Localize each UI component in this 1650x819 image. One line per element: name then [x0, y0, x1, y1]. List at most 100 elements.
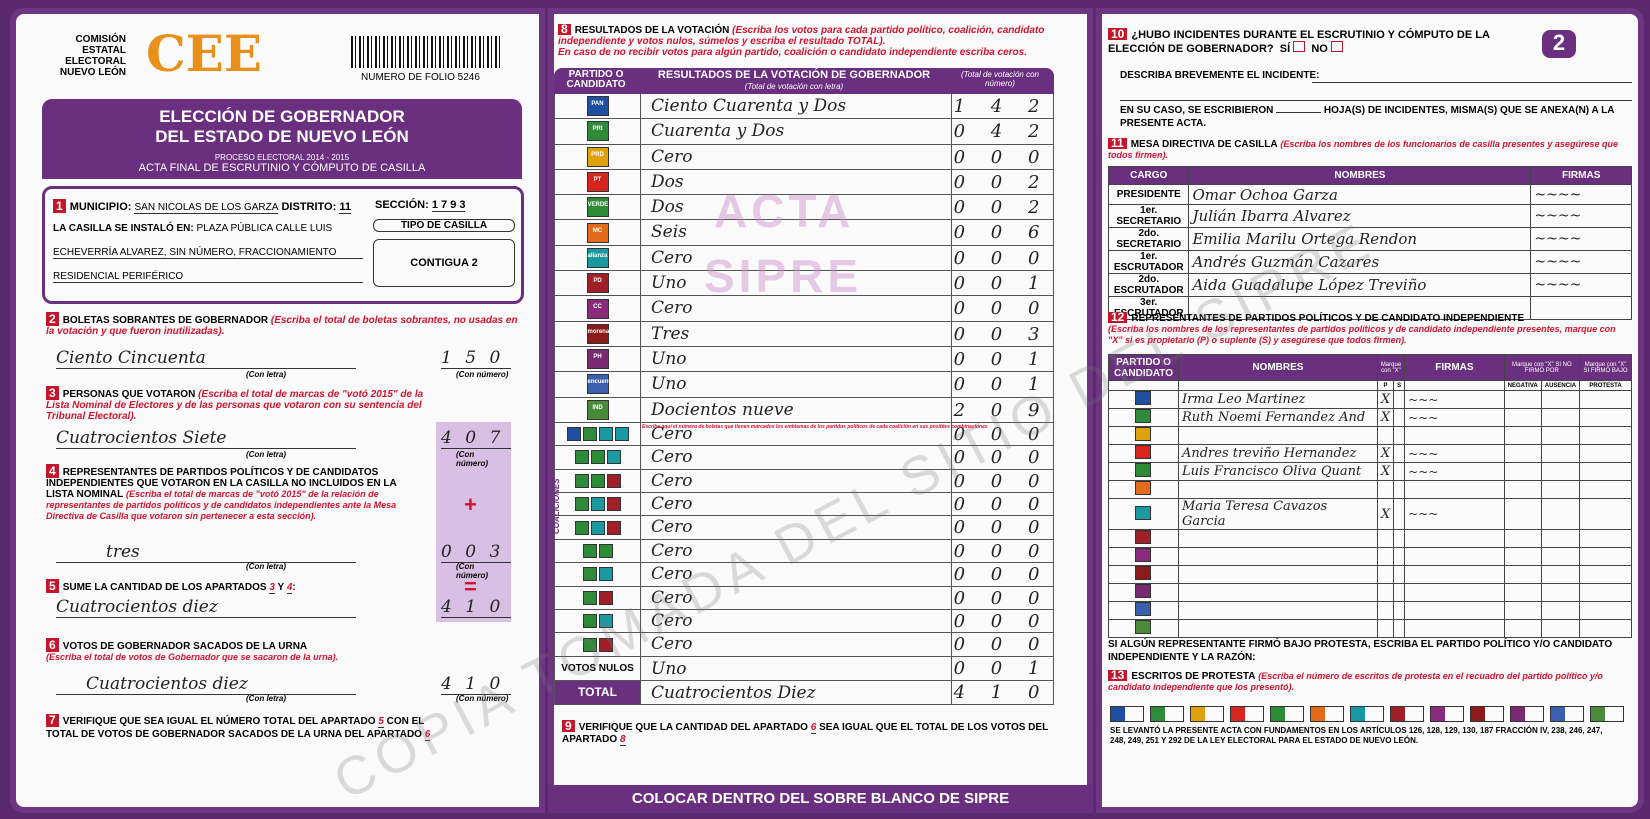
propietario-mark[interactable]	[1376, 529, 1395, 548]
signature-field[interactable]: ~~~~	[1530, 204, 1632, 228]
suplente-mark[interactable]	[1393, 426, 1406, 445]
ausencia-mark[interactable]	[1540, 547, 1581, 566]
protesta-mark[interactable]	[1579, 601, 1632, 620]
suplente-mark[interactable]	[1393, 547, 1406, 566]
protesta-mark[interactable]	[1579, 547, 1632, 566]
negativa-mark[interactable]	[1503, 462, 1542, 481]
protesta-mark[interactable]	[1579, 462, 1632, 481]
signature-field[interactable]	[1530, 296, 1632, 320]
suplente-mark[interactable]	[1393, 480, 1406, 499]
propietario-mark[interactable]	[1376, 426, 1395, 445]
protesta-mark[interactable]	[1579, 583, 1632, 602]
negativa-mark[interactable]	[1503, 547, 1542, 566]
protest-box[interactable]	[1550, 706, 1584, 722]
negativa-mark[interactable]	[1503, 426, 1542, 445]
ausencia-mark[interactable]	[1540, 390, 1581, 409]
propietario-mark[interactable]	[1376, 601, 1395, 620]
propietario-mark[interactable]	[1376, 565, 1395, 584]
suplente-mark[interactable]	[1393, 529, 1406, 548]
negativa-mark[interactable]	[1503, 529, 1542, 548]
signature-field[interactable]	[1404, 565, 1505, 584]
suplente-mark[interactable]	[1393, 498, 1406, 530]
protest-box[interactable]	[1150, 706, 1184, 722]
signature-field[interactable]: ~~~~	[1530, 250, 1632, 274]
protesta-mark[interactable]	[1579, 390, 1632, 409]
protesta-mark[interactable]	[1579, 444, 1632, 463]
protesta-mark[interactable]	[1579, 480, 1632, 499]
signature-field[interactable]	[1404, 583, 1505, 602]
suplente-mark[interactable]	[1393, 462, 1406, 481]
negativa-mark[interactable]	[1503, 601, 1542, 620]
describe-line-2[interactable]	[1120, 100, 1632, 101]
protest-box[interactable]	[1590, 706, 1624, 722]
no-checkbox[interactable]	[1330, 41, 1343, 52]
hojas-field[interactable]	[1276, 112, 1322, 113]
ausencia-mark[interactable]	[1540, 601, 1581, 620]
protesta-mark[interactable]	[1579, 498, 1632, 530]
propietario-mark[interactable]	[1376, 619, 1395, 638]
signature-field[interactable]: ~~~	[1404, 498, 1505, 530]
protest-box[interactable]	[1390, 706, 1424, 722]
suplente-mark[interactable]	[1393, 408, 1406, 427]
propietario-mark[interactable]: X	[1376, 408, 1395, 427]
negativa-mark[interactable]	[1503, 498, 1542, 530]
signature-field[interactable]	[1404, 601, 1505, 620]
ausencia-mark[interactable]	[1540, 444, 1581, 463]
protest-box[interactable]	[1430, 706, 1464, 722]
negativa-mark[interactable]	[1503, 583, 1542, 602]
propietario-mark[interactable]: X	[1376, 444, 1395, 463]
ausencia-mark[interactable]	[1540, 480, 1581, 499]
propietario-mark[interactable]	[1376, 547, 1395, 566]
protesta-mark[interactable]	[1579, 408, 1632, 427]
signature-field[interactable]: ~~~~	[1530, 184, 1632, 205]
signature-field[interactable]: ~~~~	[1530, 227, 1632, 251]
propietario-mark[interactable]: X	[1376, 390, 1395, 409]
ausencia-mark[interactable]	[1540, 426, 1581, 445]
signature-field[interactable]: ~~~	[1404, 408, 1505, 427]
propietario-mark[interactable]	[1376, 583, 1395, 602]
negativa-mark[interactable]	[1503, 408, 1542, 427]
negativa-mark[interactable]	[1503, 619, 1542, 638]
signature-field[interactable]: ~~~	[1404, 462, 1505, 481]
signature-field[interactable]: ~~~	[1404, 444, 1505, 463]
protest-box[interactable]	[1510, 706, 1544, 722]
negativa-mark[interactable]	[1503, 390, 1542, 409]
protest-box[interactable]	[1270, 706, 1304, 722]
protest-box[interactable]	[1230, 706, 1264, 722]
ausencia-mark[interactable]	[1540, 619, 1581, 638]
suplente-mark[interactable]	[1393, 444, 1406, 463]
protest-box[interactable]	[1190, 706, 1224, 722]
protesta-mark[interactable]	[1579, 619, 1632, 638]
ausencia-mark[interactable]	[1540, 529, 1581, 548]
protest-box[interactable]	[1350, 706, 1384, 722]
protest-box[interactable]	[1310, 706, 1344, 722]
negativa-mark[interactable]	[1503, 480, 1542, 499]
protesta-mark[interactable]	[1579, 565, 1632, 584]
negativa-mark[interactable]	[1503, 444, 1542, 463]
signature-field[interactable]	[1404, 529, 1505, 548]
signature-field[interactable]	[1404, 619, 1505, 638]
suplente-mark[interactable]	[1393, 390, 1406, 409]
ausencia-mark[interactable]	[1540, 565, 1581, 584]
signature-field[interactable]	[1404, 547, 1505, 566]
ausencia-mark[interactable]	[1540, 583, 1581, 602]
ausencia-mark[interactable]	[1540, 462, 1581, 481]
propietario-mark[interactable]	[1376, 480, 1395, 499]
ausencia-mark[interactable]	[1540, 408, 1581, 427]
signature-field[interactable]: ~~~~	[1530, 273, 1632, 297]
protesta-mark[interactable]	[1579, 426, 1632, 445]
propietario-mark[interactable]: X	[1376, 498, 1395, 530]
ausencia-mark[interactable]	[1540, 498, 1581, 530]
signature-field[interactable]	[1404, 480, 1505, 499]
describe-line[interactable]	[1312, 82, 1632, 83]
propietario-mark[interactable]: X	[1376, 462, 1395, 481]
protest-box[interactable]	[1470, 706, 1504, 722]
signature-field[interactable]	[1404, 426, 1505, 445]
suplente-mark[interactable]	[1393, 565, 1406, 584]
suplente-mark[interactable]	[1393, 619, 1406, 638]
protesta-mark[interactable]	[1579, 529, 1632, 548]
protest-box[interactable]	[1110, 706, 1144, 722]
negativa-mark[interactable]	[1503, 565, 1542, 584]
suplente-mark[interactable]	[1393, 583, 1406, 602]
suplente-mark[interactable]	[1393, 601, 1406, 620]
